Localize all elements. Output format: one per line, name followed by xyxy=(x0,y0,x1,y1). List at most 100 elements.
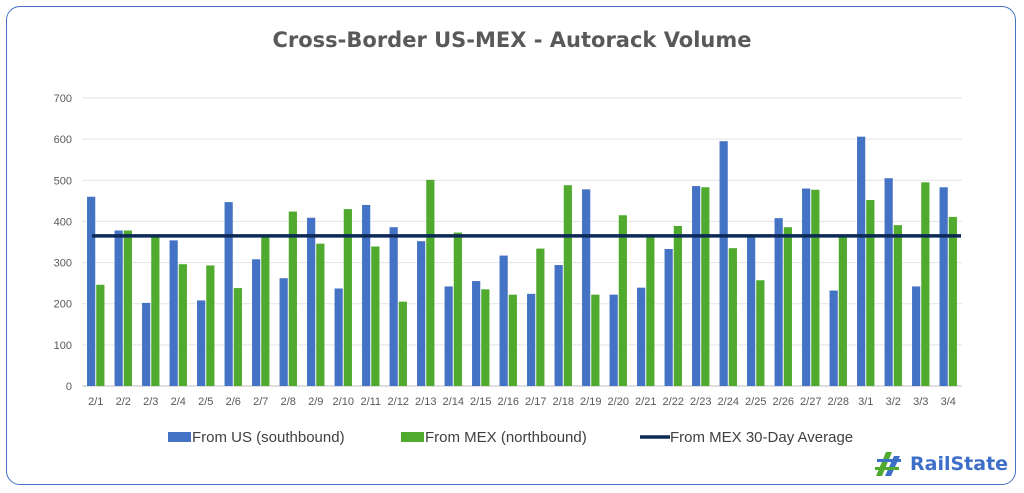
x-tick-label: 2/3 xyxy=(143,396,158,408)
x-tick-label: 2/13 xyxy=(415,396,436,408)
chart-title: Cross-Border US-MEX - Autorack Volume xyxy=(272,28,752,52)
bar-from-us xyxy=(307,217,316,386)
bar-from-mex xyxy=(756,280,765,386)
bar-from-us xyxy=(472,281,481,386)
x-tick-label: 2/10 xyxy=(333,396,354,408)
bar-from-us xyxy=(719,141,728,386)
y-tick-label: 600 xyxy=(54,134,72,146)
bar-from-mex xyxy=(838,235,847,386)
x-tick-label: 2/16 xyxy=(498,396,519,408)
bar-from-mex xyxy=(96,284,105,386)
x-tick-label: 2/14 xyxy=(443,396,464,408)
bar-from-mex xyxy=(811,189,820,386)
legend-item-from-us: From US (southbound) xyxy=(192,429,345,446)
x-tick-label: 2/25 xyxy=(745,396,766,408)
bar-from-mex xyxy=(701,187,710,386)
bar-from-us xyxy=(747,235,756,386)
x-tick-label: 2/28 xyxy=(828,396,849,408)
x-tick-label: 3/1 xyxy=(858,396,873,408)
x-tick-label: 2/9 xyxy=(308,396,323,408)
bar-from-mex xyxy=(893,225,902,386)
bar-from-mex xyxy=(591,294,600,386)
bar-from-mex xyxy=(343,209,352,386)
x-tick-label: 2/21 xyxy=(635,396,656,408)
x-tick-label: 2/1 xyxy=(88,396,103,408)
x-tick-label: 2/12 xyxy=(388,396,409,408)
x-tick-label: 2/5 xyxy=(198,396,213,408)
y-tick-label: 300 xyxy=(54,258,72,270)
x-tick-label: 3/2 xyxy=(886,396,901,408)
x-tick-label: 3/4 xyxy=(941,396,956,408)
x-tick-label: 2/8 xyxy=(281,396,296,408)
x-tick-label: 2/11 xyxy=(360,396,381,408)
x-tick-label: 2/20 xyxy=(608,396,629,408)
x-tick-label: 2/18 xyxy=(553,396,574,408)
bar-from-mex xyxy=(233,288,242,386)
y-tick-label: 100 xyxy=(54,340,72,352)
bar-from-us xyxy=(334,288,343,386)
bar-from-us xyxy=(829,290,838,386)
bar-from-us xyxy=(279,278,288,386)
bar-from-mex xyxy=(453,232,462,386)
railstate-logo-text: RailState xyxy=(910,453,1009,475)
bar-from-mex xyxy=(618,215,627,386)
bar-from-mex xyxy=(288,211,297,386)
x-tick-label: 3/3 xyxy=(913,396,928,408)
x-tick-label: 2/7 xyxy=(253,396,268,408)
bar-from-us xyxy=(857,136,866,386)
bar-from-us xyxy=(362,204,371,386)
bar-from-us xyxy=(444,286,453,386)
x-tick-label: 2/15 xyxy=(470,396,491,408)
bar-from-us xyxy=(802,188,811,386)
bar-from-mex xyxy=(151,235,160,386)
bar-from-mex xyxy=(481,289,490,386)
x-tick-label: 2/22 xyxy=(663,396,684,408)
legend-item-from-mex: From MEX (northbound) xyxy=(425,429,587,446)
bar-from-us xyxy=(939,187,948,386)
legend-item-from-us-swatch xyxy=(168,432,191,442)
railstate-logo: RailState xyxy=(874,450,1008,478)
bar-from-mex xyxy=(563,185,572,386)
x-tick-label: 2/26 xyxy=(773,396,794,408)
railstate-logo-icon xyxy=(875,452,901,476)
bar-from-mex xyxy=(178,264,187,386)
x-tick-label: 2/6 xyxy=(226,396,241,408)
bar-from-mex xyxy=(536,248,545,386)
y-tick-label: 0 xyxy=(66,381,72,393)
bar-from-us xyxy=(582,189,591,386)
x-tick-label: 2/2 xyxy=(116,396,131,408)
y-tick-label: 500 xyxy=(54,175,72,187)
legend-item-average: From MEX 30-Day Average xyxy=(670,429,853,446)
bar-from-us xyxy=(224,202,233,386)
bar-from-us xyxy=(114,230,123,386)
bar-from-us xyxy=(912,286,921,386)
x-tick-label: 2/23 xyxy=(690,396,711,408)
bar-from-us xyxy=(637,287,646,386)
bar-from-us xyxy=(884,178,893,386)
bar-from-mex xyxy=(206,265,215,386)
bar-from-mex xyxy=(948,216,957,386)
bar-from-us xyxy=(554,265,563,386)
bar-from-mex xyxy=(123,230,132,386)
bar-from-us xyxy=(527,293,536,386)
x-tick-label: 2/24 xyxy=(718,396,739,408)
bar-from-mex xyxy=(261,235,270,386)
bar-from-us xyxy=(499,255,508,386)
bar-from-us xyxy=(389,227,398,386)
y-tick-label: 700 xyxy=(54,93,72,105)
bar-from-us xyxy=(169,240,178,386)
bar-from-us xyxy=(774,218,783,386)
y-tick-label: 400 xyxy=(54,216,72,228)
bar-from-us xyxy=(417,241,426,386)
bar-from-mex xyxy=(316,243,325,386)
bar-from-mex xyxy=(921,182,930,386)
bar-from-mex xyxy=(398,301,407,386)
x-tick-label: 2/17 xyxy=(525,396,546,408)
bar-from-mex xyxy=(426,179,435,386)
bar-from-us xyxy=(252,259,261,386)
bar-from-mex xyxy=(783,227,792,386)
x-tick-label: 2/27 xyxy=(800,396,821,408)
legend-item-from-mex-swatch xyxy=(401,432,424,442)
bar-from-us xyxy=(692,186,701,386)
